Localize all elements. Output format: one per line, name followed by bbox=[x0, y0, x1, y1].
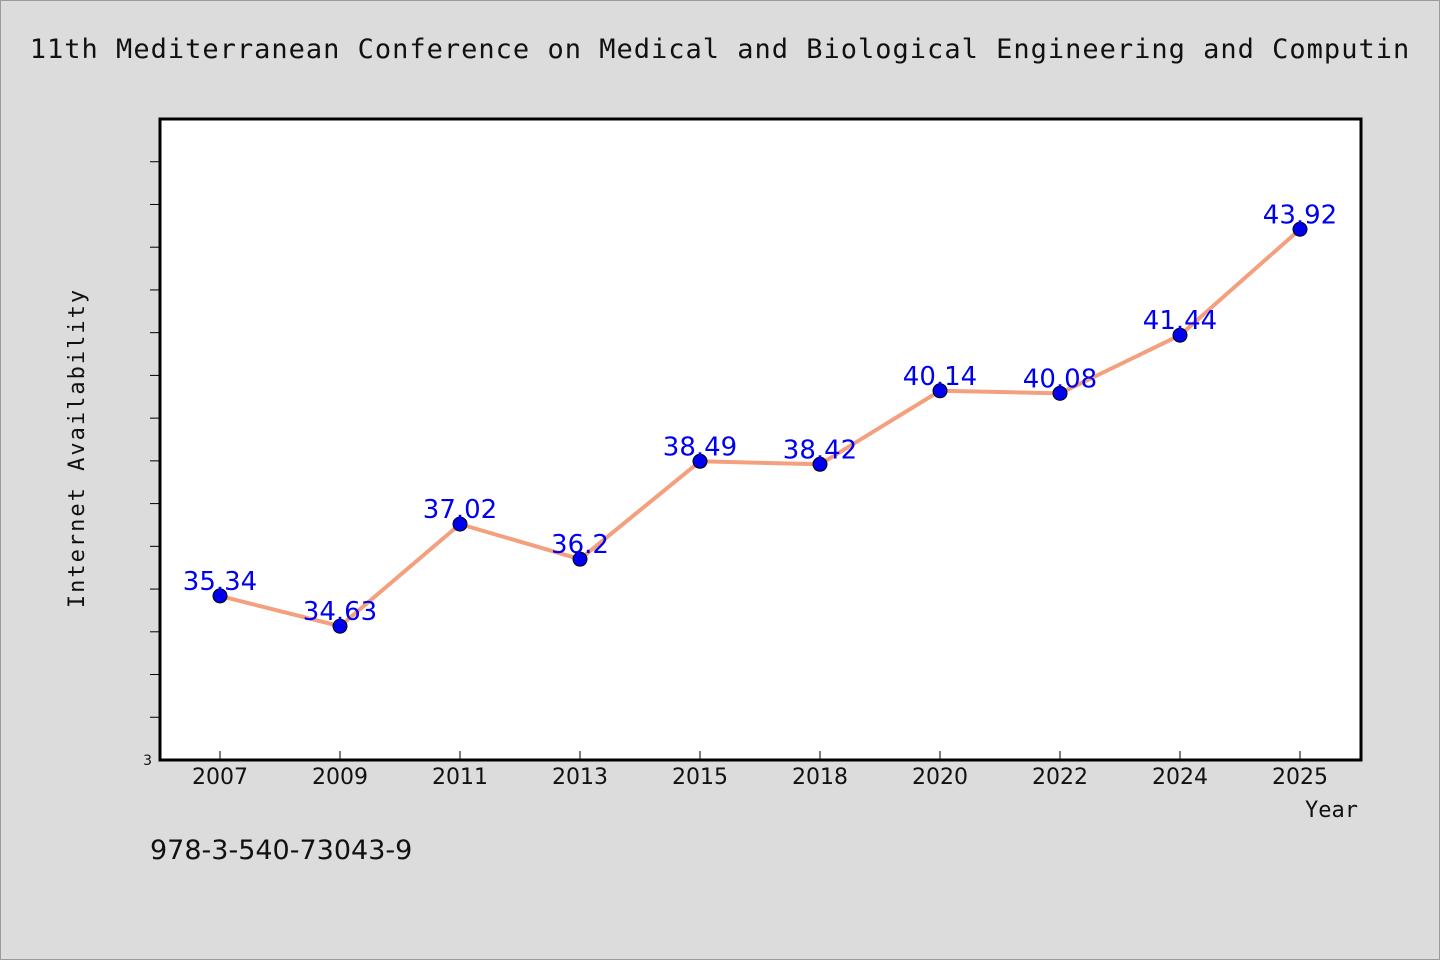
x-tick-label: 2022 bbox=[1032, 765, 1088, 790]
x-tick-label: 2024 bbox=[1152, 765, 1208, 790]
data-label: 38.42 bbox=[783, 435, 857, 465]
x-tick-label: 2018 bbox=[792, 765, 848, 790]
data-point bbox=[212, 588, 228, 604]
data-point bbox=[692, 453, 708, 469]
x-axis-label: Year bbox=[1305, 798, 1358, 823]
chart-title: 11th Mediterranean Conference on Medical… bbox=[29, 34, 1411, 65]
data-label: 43.92 bbox=[1263, 200, 1337, 230]
x-tick-label: 2011 bbox=[432, 765, 488, 790]
data-label: 37.02 bbox=[423, 495, 497, 525]
data-label: 34.63 bbox=[303, 597, 377, 627]
x-tick-label: 2020 bbox=[912, 765, 968, 790]
series-line bbox=[219, 227, 1302, 629]
y-axis-label: Internet Availability bbox=[65, 288, 90, 608]
data-point bbox=[572, 551, 588, 567]
data-label: 38.49 bbox=[663, 432, 737, 462]
y-tick-label: 3 bbox=[143, 753, 152, 769]
data-label: 40.08 bbox=[1023, 364, 1097, 394]
x-tick-label: 2007 bbox=[192, 765, 248, 790]
x-tick-label: 2009 bbox=[312, 765, 368, 790]
data-point bbox=[332, 618, 348, 634]
data-point bbox=[452, 516, 468, 532]
x-tick-label: 2015 bbox=[672, 765, 728, 790]
data-label: 36.2 bbox=[551, 530, 609, 560]
data-point bbox=[1292, 221, 1308, 237]
isbn-footnote: 978-3-540-73043-9 bbox=[150, 835, 413, 866]
x-tick-label: 2025 bbox=[1272, 765, 1328, 790]
plot-area bbox=[158, 117, 1363, 762]
data-label: 41.44 bbox=[1143, 306, 1217, 336]
data-point bbox=[1052, 385, 1068, 401]
data-point bbox=[1172, 327, 1188, 343]
data-point bbox=[932, 383, 948, 399]
data-label: 35.34 bbox=[183, 567, 257, 597]
data-point bbox=[812, 456, 828, 472]
x-tick-label: 2013 bbox=[552, 765, 608, 790]
data-label: 40.14 bbox=[903, 362, 977, 392]
